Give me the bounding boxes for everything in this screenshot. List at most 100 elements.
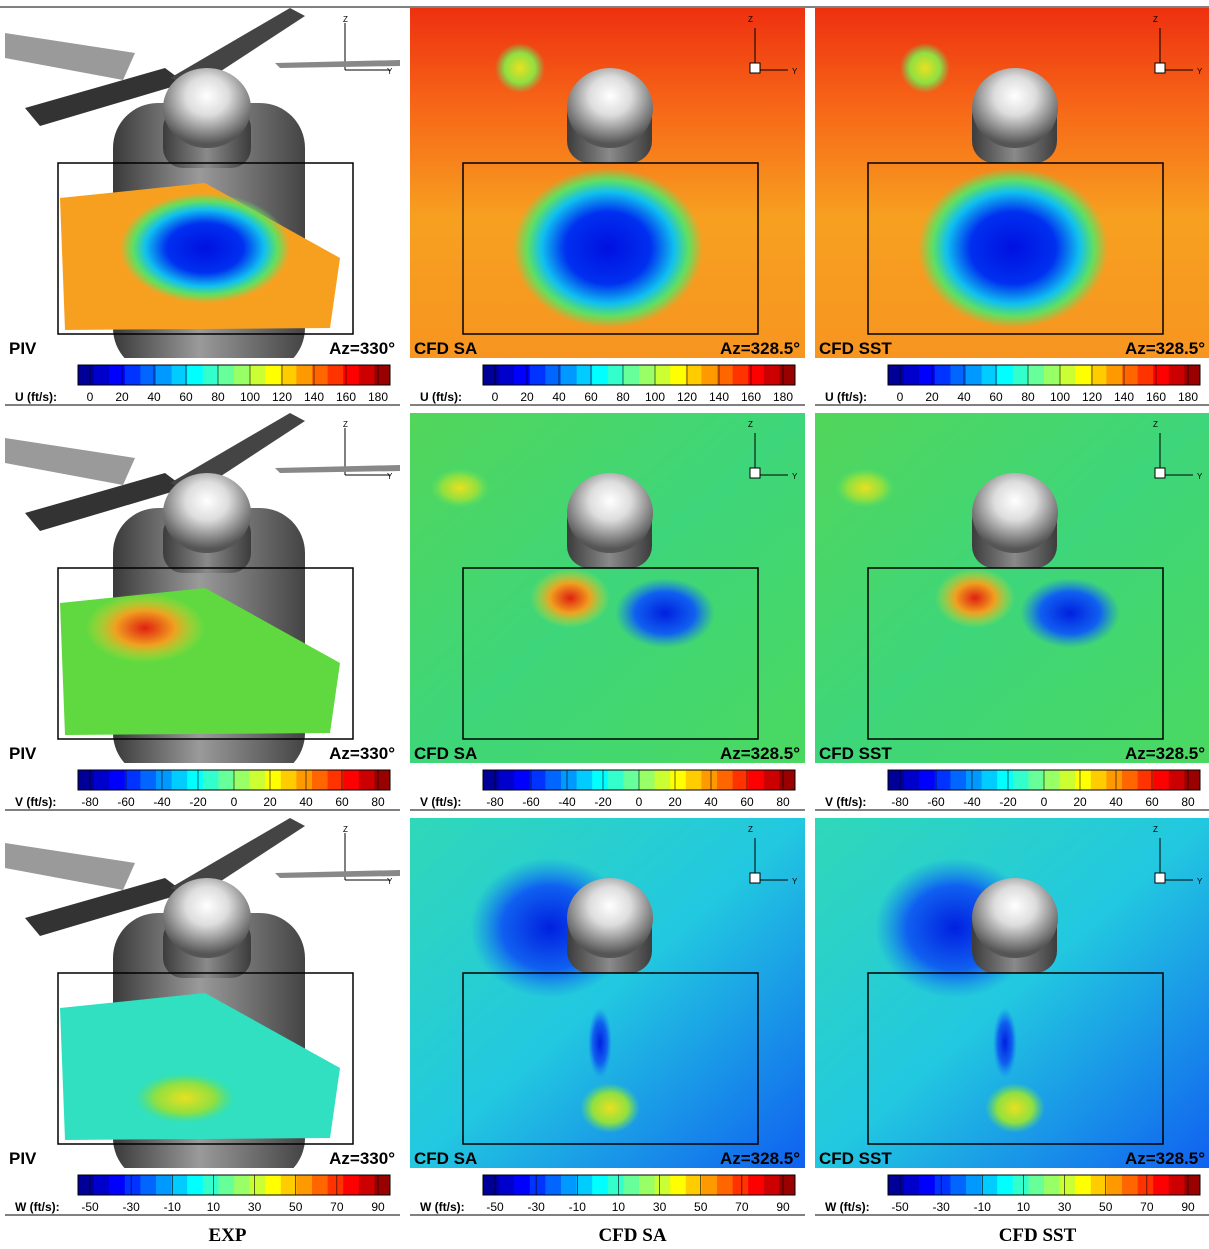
- colorbar-tick-label: -20: [999, 795, 1017, 809]
- colorbar-band: [561, 770, 577, 790]
- colorbar-band: [281, 365, 297, 385]
- colorbar-label: U (ft/s):: [825, 390, 867, 404]
- blob: [120, 193, 290, 303]
- triad-z-label: Z: [748, 15, 753, 24]
- colorbar-tick-label: 10: [1017, 1200, 1031, 1214]
- colorbar-tick-label: 40: [704, 795, 718, 809]
- blob: [993, 1008, 1017, 1078]
- colorbar-band: [1044, 1175, 1060, 1195]
- colorbar-band: [109, 770, 125, 790]
- colorbar-band: [1122, 770, 1138, 790]
- colorbar-band: [94, 1175, 110, 1195]
- blob: [513, 168, 703, 328]
- colorbar-band: [639, 770, 655, 790]
- colorbar-band: [530, 1175, 546, 1195]
- colorbar-band: [608, 770, 624, 790]
- panel-label: CFD SA: [414, 339, 477, 358]
- colorbar-band: [156, 365, 172, 385]
- colorbar-band: [1075, 770, 1091, 790]
- colorbar-band: [919, 365, 935, 385]
- colorbar-band: [514, 365, 530, 385]
- colorbar-band: [359, 1175, 375, 1195]
- colorbar-tick-label: -60: [117, 795, 135, 809]
- colorbar-band: [1013, 770, 1029, 790]
- colorbar-band: [312, 1175, 328, 1195]
- colorbar-band: [483, 365, 499, 385]
- colorbar-band: [545, 770, 561, 790]
- colorbar-band: [1138, 770, 1154, 790]
- colorbar-band: [514, 1175, 530, 1195]
- colorbar-band: [1028, 365, 1044, 385]
- colorbar-band: [234, 365, 250, 385]
- colorbar-tick-label: -10: [569, 1200, 587, 1214]
- colorbar-band: [904, 770, 920, 790]
- triad-box: [750, 468, 760, 478]
- colorbar-band: [1138, 1175, 1154, 1195]
- colorbar-band: [94, 365, 110, 385]
- colorbar-tick-label: 70: [1140, 1200, 1154, 1214]
- triad-z-label: Z: [343, 420, 348, 429]
- colorbar-band: [1060, 365, 1076, 385]
- colorbar-band: [779, 1175, 795, 1195]
- colorbar-band: [125, 770, 141, 790]
- colorbar-band: [623, 365, 639, 385]
- colorbar-band: [966, 365, 982, 385]
- colorbar-label: V (ft/s):: [15, 795, 56, 809]
- colorbar-tick-label: 90: [776, 1200, 790, 1214]
- blob: [430, 468, 490, 508]
- colorbar-band: [733, 770, 749, 790]
- colorbar-tick-label: 140: [304, 390, 324, 404]
- triad-box: [1155, 468, 1165, 478]
- colorbar-band: [764, 1175, 780, 1195]
- hub-dome: [567, 473, 653, 553]
- colorbar-band: [1184, 1175, 1200, 1195]
- triad-z-label: Z: [1153, 15, 1158, 24]
- hub-dome: [163, 473, 251, 553]
- colorbar-tick-label: 50: [694, 1200, 708, 1214]
- colorbar-band: [592, 770, 608, 790]
- colorbar-label: W (ft/s):: [420, 1200, 465, 1214]
- colorbar-band: [328, 365, 344, 385]
- panel-label: CFD SA: [414, 744, 477, 763]
- colorbar-band: [701, 365, 717, 385]
- colorbar-band: [888, 1175, 904, 1195]
- colorbar-tick-label: 0: [231, 795, 238, 809]
- colorbar-tick-label: 140: [1114, 390, 1134, 404]
- colorbar-band: [1060, 770, 1076, 790]
- colorbar-tick-label: -30: [122, 1200, 140, 1214]
- triad-y-label: Y: [1197, 877, 1203, 886]
- colorbar-band: [483, 1175, 499, 1195]
- panel-label: CFD SST: [819, 339, 892, 358]
- panel: ZYCFD SAAz=328.5°U (ft/s):02040608010012…: [410, 8, 805, 405]
- colorbar-band: [888, 770, 904, 790]
- panel-body: ZYCFD SAAz=328.5°: [410, 413, 805, 763]
- colorbar-band: [764, 365, 780, 385]
- triad-z-label: Z: [748, 420, 753, 429]
- colorbar-tick-label: 40: [147, 390, 161, 404]
- colorbar-band: [904, 1175, 920, 1195]
- blob: [615, 578, 715, 648]
- colorbar-tick-label: 80: [616, 390, 630, 404]
- colorbar-band: [374, 770, 390, 790]
- colorbar-band: [218, 770, 234, 790]
- colorbar-band: [561, 365, 577, 385]
- azimuth-label: Az=328.5°: [720, 1149, 800, 1168]
- colorbar-band: [1184, 770, 1200, 790]
- colorbar-band: [733, 1175, 749, 1195]
- colorbar-band: [250, 1175, 266, 1195]
- colorbar-band: [312, 365, 328, 385]
- colorbar-tick-label: -50: [486, 1200, 504, 1214]
- colorbar-band: [343, 1175, 359, 1195]
- panel: ZYCFD SAAz=328.5°V (ft/s):-80-60-40-2002…: [410, 413, 805, 810]
- colorbar-band: [701, 1175, 717, 1195]
- colorbar-band: [1075, 1175, 1091, 1195]
- colorbar-band: [530, 365, 546, 385]
- colorbar-band: [997, 1175, 1013, 1195]
- colorbar-tick-label: 100: [645, 390, 665, 404]
- colorbar-tick-label: -10: [974, 1200, 992, 1214]
- colorbar-tick-label: 50: [1099, 1200, 1113, 1214]
- hub-dome: [163, 878, 251, 958]
- colorbar-band: [561, 1175, 577, 1195]
- colorbar-band: [1153, 1175, 1169, 1195]
